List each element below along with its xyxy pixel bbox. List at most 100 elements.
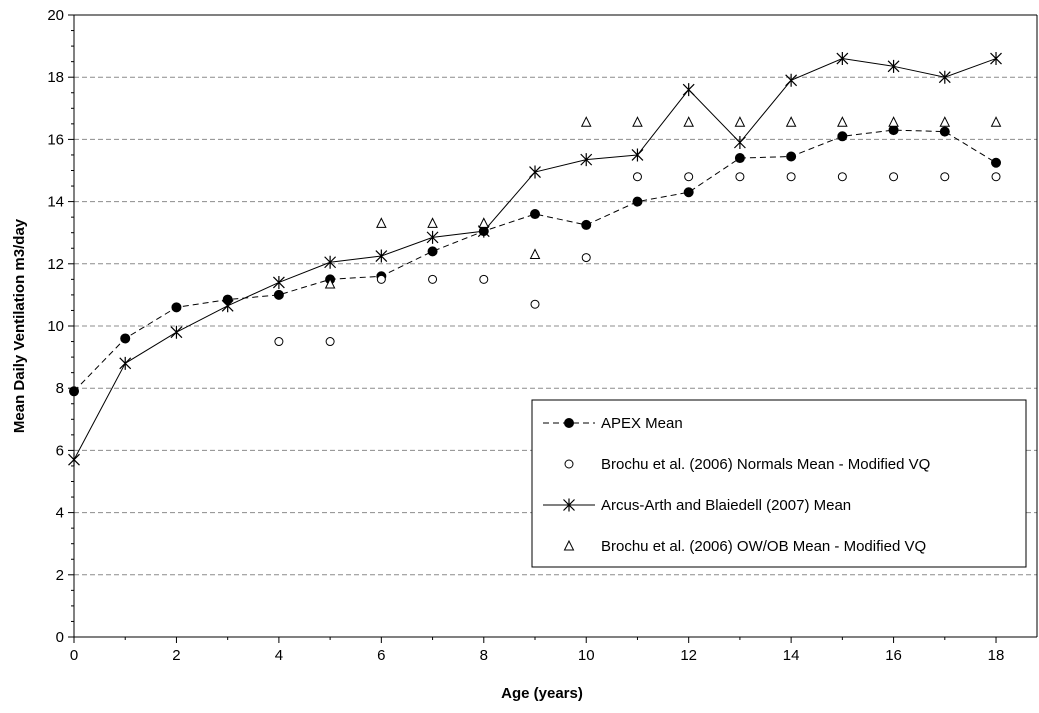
x-tick-label: 6 [377, 647, 385, 664]
x-tick-label: 12 [680, 647, 697, 664]
data-point-brochu-owob [427, 217, 438, 228]
data-point-brochu-normals [735, 172, 745, 182]
data-point-brochu-normals [479, 274, 489, 284]
y-tick-label: 16 [47, 131, 64, 148]
axes: 0 2 4 6 8 10 12 14 16 18 20 0 2 4 6 8 10 12 14 16 18 [47, 7, 1038, 664]
data-point-brochu-owob [837, 116, 848, 127]
data-point-brochu-normals [632, 172, 642, 182]
data-point-apex [734, 153, 745, 164]
data-point-apex [69, 386, 79, 397]
legend: APEX Mean Brochu et al. (2006) Normals Me… [531, 399, 1027, 568]
legend-item-brochu-normals: Brochu et al. (2006) Normals Mean - Modi… [564, 456, 930, 473]
series-arcus-arth [68, 52, 1002, 467]
y-tick-label: 18 [47, 69, 64, 86]
data-point-brochu-owob [478, 217, 490, 228]
legend-label-apex: APEX Mean [601, 415, 683, 432]
legend-label-brochu-normals: Brochu et al. (2006) Normals Mean - Modi… [601, 456, 930, 473]
data-point-arcus-arth [272, 275, 285, 289]
legend-marker-brochu-owob [563, 539, 575, 551]
data-point-arcus-arth [938, 70, 951, 84]
data-point-apex [837, 131, 848, 142]
data-point-arcus-arth [119, 356, 132, 370]
x-tick-label: 4 [275, 647, 283, 664]
series-brochu-normals [274, 172, 1001, 347]
data-point-brochu-normals [376, 274, 386, 284]
data-point-apex [683, 187, 694, 198]
data-point-arcus-arth [170, 325, 183, 339]
data-point-brochu-normals [428, 274, 438, 284]
data-point-apex [786, 151, 797, 162]
legend-item-apex: APEX Mean [543, 415, 683, 432]
data-point-brochu-normals [786, 172, 796, 182]
data-point-arcus-arth [733, 136, 746, 150]
y-tick-label: 2 [56, 567, 64, 584]
data-point-apex [991, 157, 1002, 168]
data-point-arcus-arth [68, 453, 80, 467]
legend-marker-brochu-normals [564, 459, 574, 469]
gridlines [74, 76, 1037, 576]
y-tick-label: 20 [47, 7, 64, 24]
y-tick-label: 12 [47, 256, 64, 273]
data-point-arcus-arth [375, 249, 388, 263]
data-point-apex [273, 289, 284, 300]
data-point-apex [427, 246, 438, 257]
y-tick-label: 0 [56, 629, 64, 646]
data-point-apex [171, 302, 182, 313]
data-point-arcus-arth [682, 83, 695, 97]
data-point-arcus-arth [785, 73, 798, 87]
data-point-arcus-arth [990, 52, 1002, 66]
data-point-apex [939, 126, 950, 137]
plot-series [68, 52, 1002, 467]
data-point-brochu-owob [632, 116, 643, 127]
y-tick-label: 6 [56, 442, 64, 459]
y-axis-title: Mean Daily Ventilation m3/day [11, 218, 28, 433]
data-point-arcus-arth [529, 165, 541, 179]
data-point-brochu-normals [889, 172, 899, 182]
data-point-brochu-owob [785, 116, 797, 127]
data-point-arcus-arth [580, 153, 593, 167]
x-tick-label: 8 [480, 647, 488, 664]
data-point-brochu-normals [940, 172, 950, 182]
data-point-apex [888, 125, 899, 136]
data-point-brochu-owob [939, 116, 951, 127]
data-point-brochu-owob [734, 116, 746, 127]
data-point-apex [120, 333, 131, 344]
data-point-arcus-arth [426, 230, 439, 244]
legend-item-brochu-owob: Brochu et al. (2006) OW/OB Mean - Modifi… [563, 538, 926, 555]
data-point-brochu-owob [529, 248, 541, 259]
data-point-brochu-normals [325, 337, 335, 347]
data-point-apex [581, 219, 592, 230]
data-point-brochu-owob [376, 217, 387, 228]
data-point-brochu-normals [581, 253, 591, 263]
data-point-apex [632, 196, 643, 207]
data-point-brochu-normals [530, 299, 540, 309]
data-point-brochu-normals [837, 172, 847, 182]
y-tick-label: 10 [47, 318, 64, 335]
data-point-brochu-normals [684, 172, 694, 182]
data-point-brochu-owob [324, 277, 336, 289]
legend-marker-apex [564, 418, 574, 428]
y-tick-label: 14 [47, 194, 64, 211]
x-tick-label: 16 [885, 647, 902, 664]
data-point-arcus-arth [631, 148, 644, 162]
x-tick-label: 14 [783, 647, 800, 664]
x-tick-label: 0 [70, 647, 78, 664]
data-point-apex [530, 209, 541, 220]
data-point-arcus-arth [324, 255, 337, 269]
data-point-arcus-arth [836, 52, 849, 66]
data-point-arcus-arth [221, 299, 234, 313]
data-point-brochu-owob [580, 116, 592, 127]
data-point-brochu-owob [888, 116, 899, 127]
legend-item-arcus-arth: Arcus-Arth and Blaiedell (2007) Mean [543, 497, 851, 514]
data-point-brochu-owob [683, 116, 694, 127]
data-point-brochu-owob [990, 116, 1002, 127]
legend-marker-arcus-arth [563, 498, 575, 512]
x-tick-label: 18 [988, 647, 1005, 664]
y-tick-label: 8 [56, 380, 64, 397]
legend-box [531, 399, 1027, 568]
legend-label-arcus-arth: Arcus-Arth and Blaiedell (2007) Mean [601, 497, 851, 514]
series-brochu-owob [324, 116, 1002, 289]
x-tick-label: 2 [172, 647, 180, 664]
data-point-brochu-normals [274, 337, 284, 347]
